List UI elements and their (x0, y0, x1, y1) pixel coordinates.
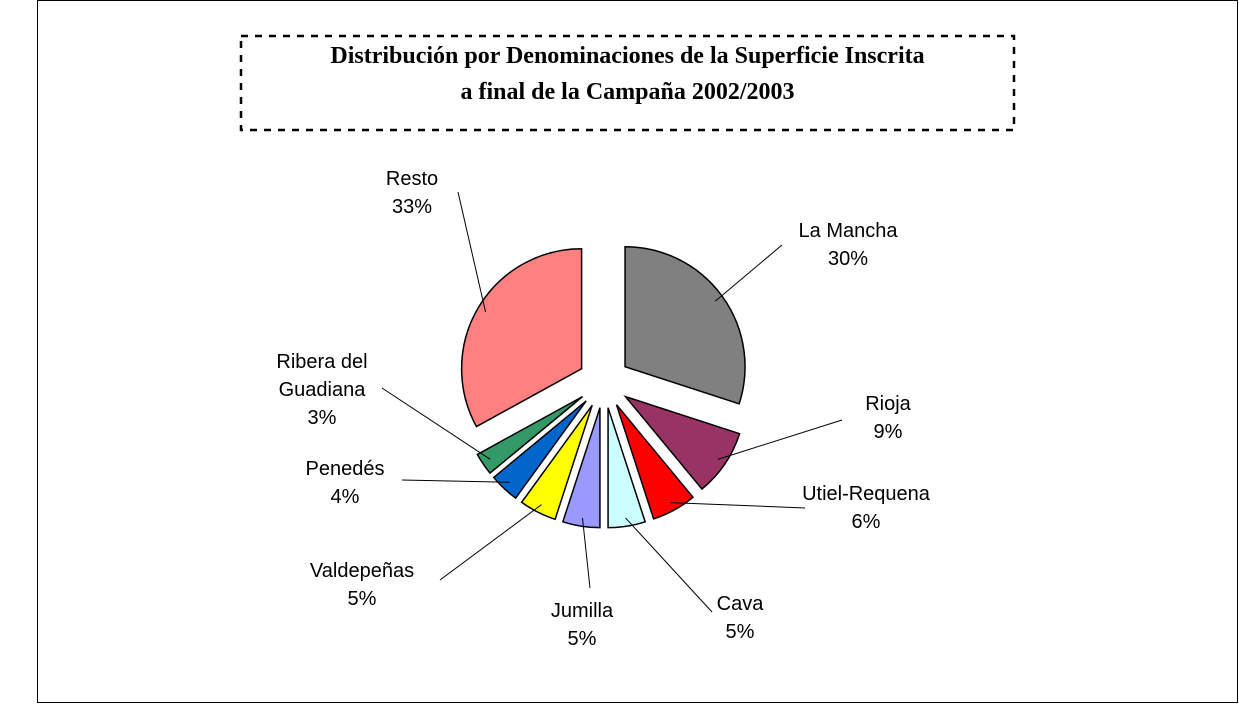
label-name: Rioja (865, 393, 911, 415)
label-value: 9% (873, 421, 903, 443)
label-value: 30% (827, 248, 869, 270)
data-label: La Mancha 30% (799, 217, 898, 273)
label-name: Resto (385, 168, 439, 190)
pie-slice (615, 404, 695, 520)
label-value: 5% (725, 621, 755, 643)
label-value: 4% (330, 486, 360, 508)
leader-line (401, 479, 510, 483)
leader-line (670, 502, 806, 509)
label-name: Valdepeñas (309, 560, 415, 582)
data-label: Jumilla 5% (551, 597, 613, 653)
chart-title: Distribución por Denominaciones de la Su… (330, 43, 925, 105)
pie-slice (520, 404, 593, 521)
pie-slice (492, 400, 587, 500)
label-name: Utiel-Requena (802, 483, 930, 505)
label-name: Ribera del Guadiana (276, 351, 368, 401)
label-name: Cava (716, 593, 764, 615)
leader-line (457, 191, 487, 313)
pie-slice (624, 245, 746, 405)
data-label: Rioja 9% (865, 390, 911, 446)
label-value: 33% (391, 196, 433, 218)
data-label: Resto 33% (386, 165, 438, 221)
data-label: Cava 5% (717, 590, 764, 646)
data-label: Penedés 4% (306, 455, 385, 511)
pie-slice (476, 395, 583, 475)
leader-line (625, 517, 713, 613)
chart-frame (37, 0, 1238, 703)
label-name: Penedés (305, 458, 385, 480)
leader-line (439, 504, 542, 581)
pie-slice (561, 407, 601, 529)
leader-line (381, 387, 491, 460)
label-value: 5% (567, 628, 597, 650)
leader-line (581, 517, 591, 589)
leader-line (717, 419, 843, 460)
label-value: 6% (851, 511, 881, 533)
data-label: Valdepeñas 5% (310, 557, 414, 613)
title-box (239, 34, 1016, 132)
data-label: Utiel-Requena 6% (802, 480, 930, 536)
label-name: La Mancha (798, 220, 898, 242)
label-value: 5% (347, 588, 377, 610)
data-label: Ribera del Guadiana 3% (276, 348, 367, 432)
leader-line (714, 244, 783, 302)
pie-slice (607, 407, 647, 529)
pie-slice (623, 395, 741, 491)
label-name: Jumilla (550, 600, 614, 622)
pie-slice (460, 248, 583, 428)
label-value: 3% (307, 407, 337, 429)
